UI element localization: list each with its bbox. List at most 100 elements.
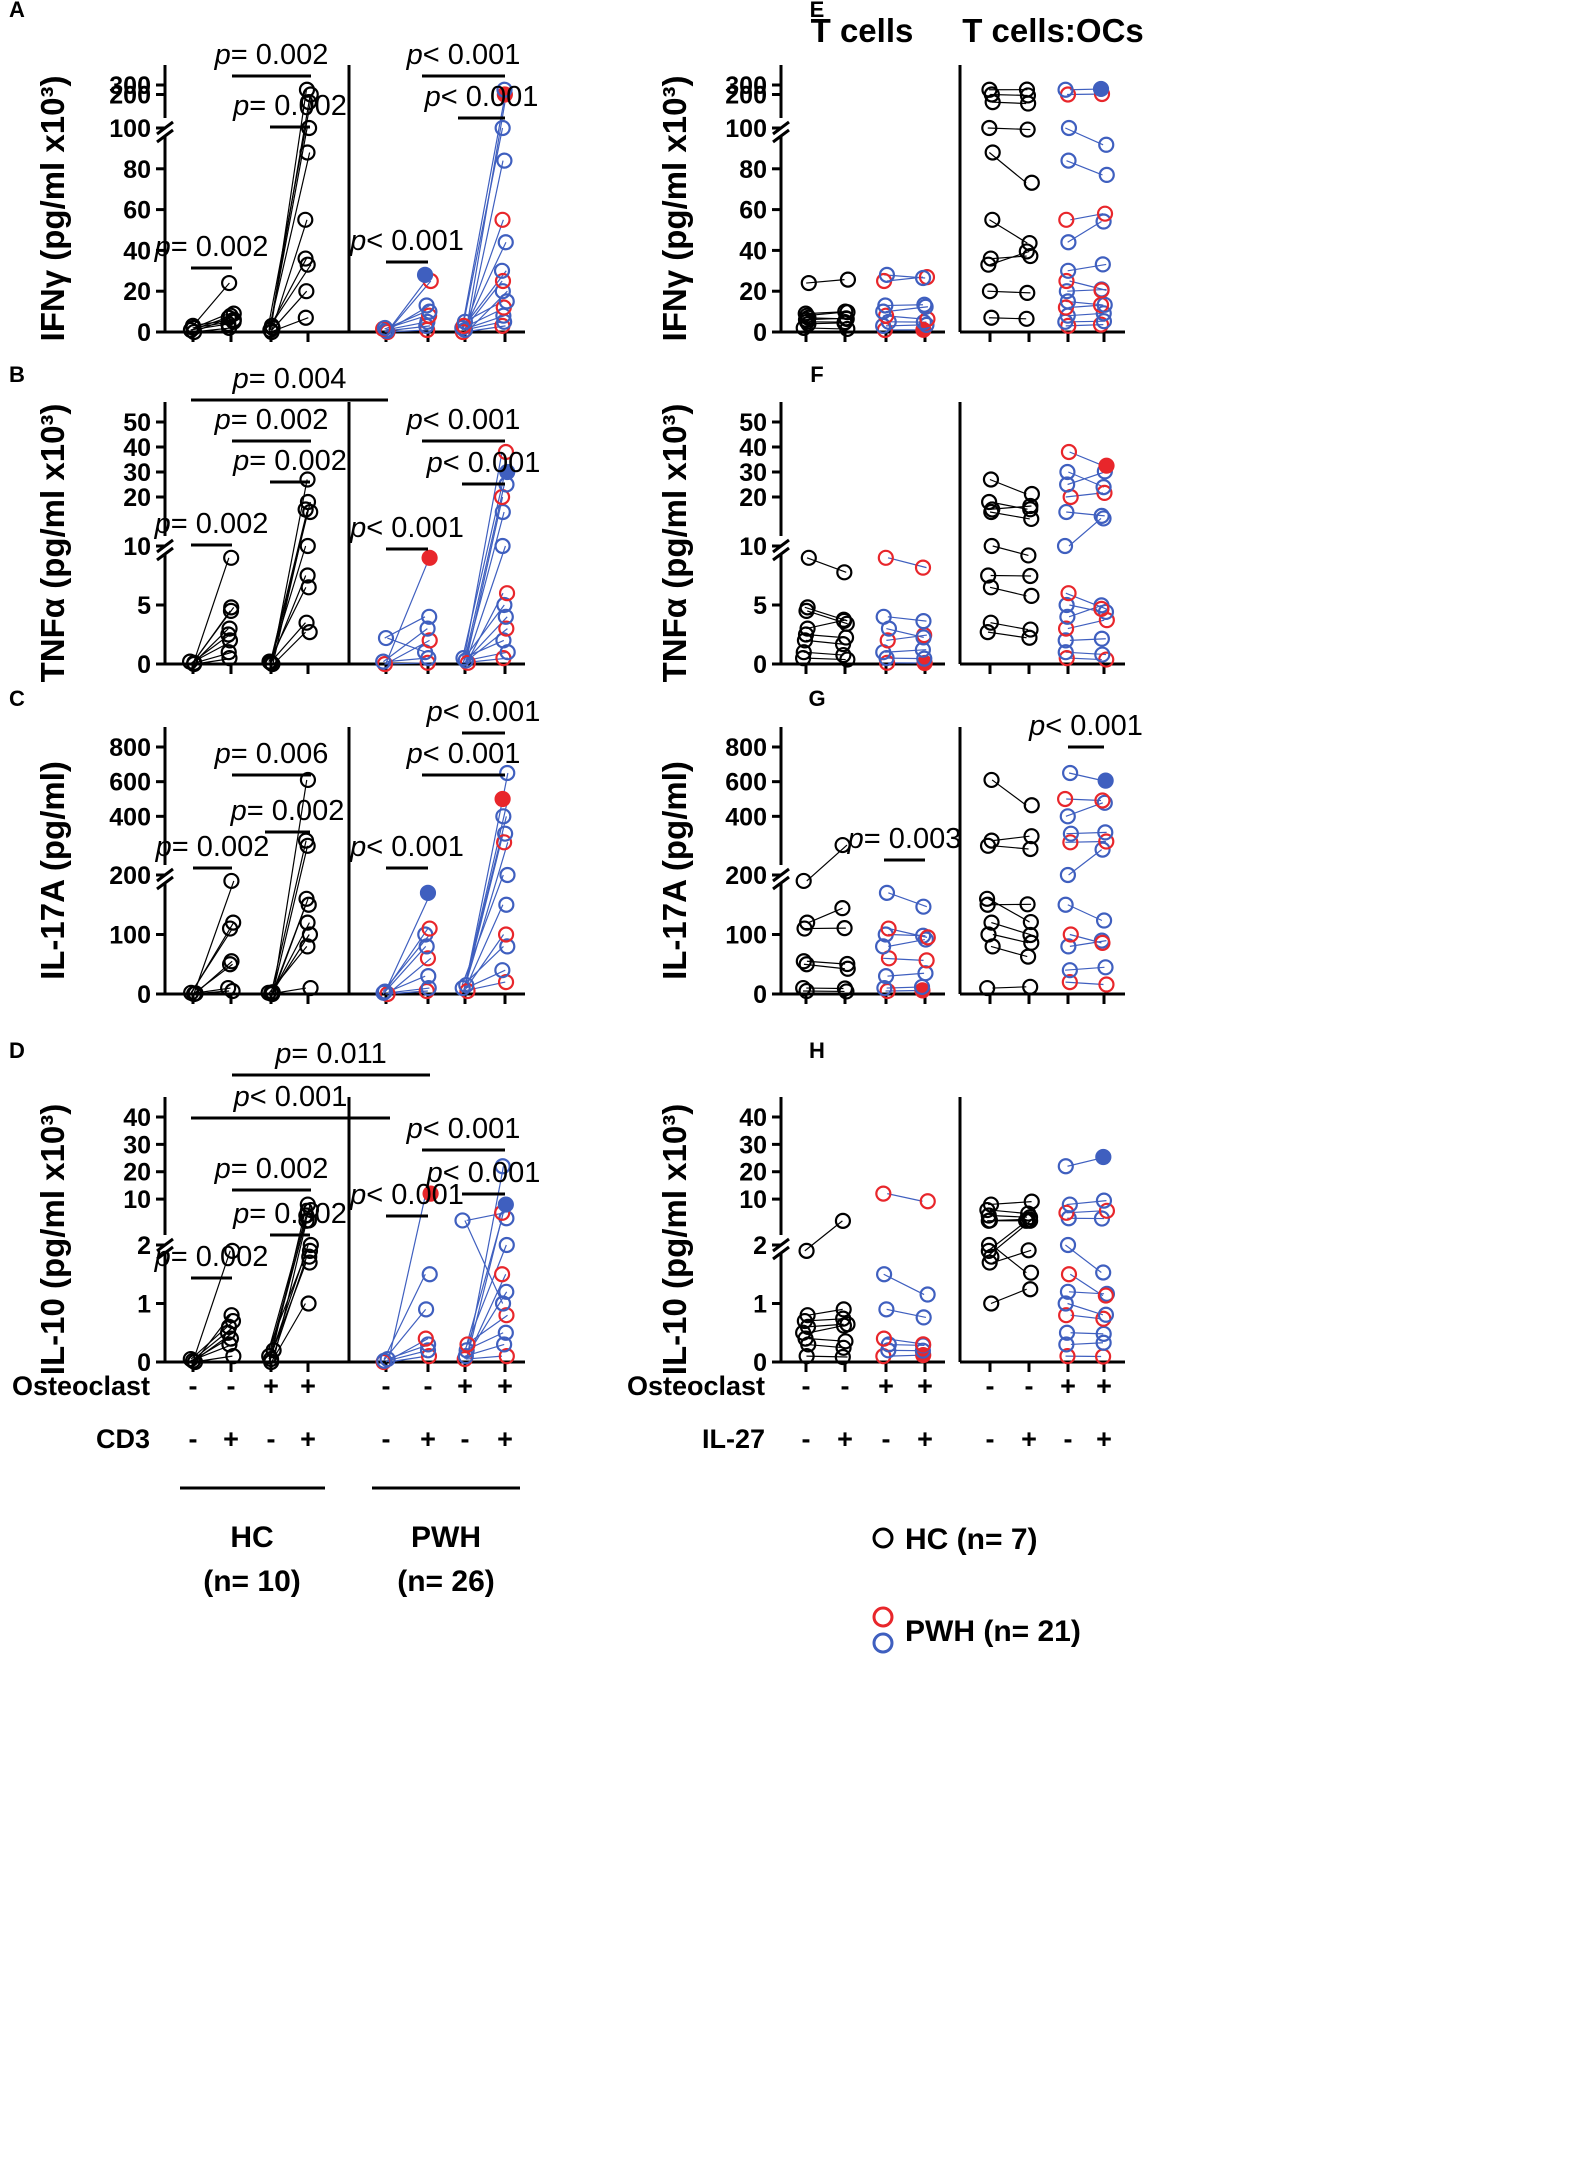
panel-d-pwh-a-pair-line [383, 1273, 426, 1360]
panel-h-letter: H [809, 1038, 825, 1063]
panel-c-pwh-a-point [421, 920, 438, 937]
row-label-osteoclast-right: Osteoclast [627, 1371, 765, 1401]
panel-h-pwh-oc-point [1097, 1287, 1114, 1304]
panel-e-pwh-oc-point [1060, 262, 1077, 279]
panel-b-pwh-a-pair-line [387, 657, 427, 663]
panel-b-hc-low-pvalue: p= 0.002 [154, 508, 269, 540]
panel-d-hc-mid-pvalue: p= 0.002 [232, 1198, 347, 1230]
panel-h-pwh-t-point [914, 1342, 931, 1359]
panel-a-pwh-b-point [498, 293, 515, 310]
panel-d-tick-label: 20 [123, 1159, 151, 1187]
legend-hc-marker [872, 1527, 894, 1549]
panel-a-pwh-b-point [497, 234, 514, 251]
panel-f-pwh-t-pair-line [885, 649, 927, 653]
panel-a-tick-label: 20 [123, 278, 151, 306]
panel-g-hc-oc-point [980, 926, 997, 943]
panel-e-ylabel: IFNγ (pg/ml x10³) [656, 76, 693, 342]
panel-g-oc-pvalue: p< 0.001 [1028, 710, 1143, 742]
panel-g-hc-t-point [839, 955, 856, 973]
panel-d-hc-b-point [301, 1254, 318, 1271]
panel-e-hc-oc-point [981, 81, 998, 98]
panel-d-hc-a-point [223, 1307, 240, 1324]
panel-f-tick-label: 50 [739, 409, 767, 437]
panel-a-pwh-a-pair-line [388, 274, 431, 331]
panel-a-pwh-b-point [493, 262, 511, 279]
panel-e-pwh-oc-pair-line [1066, 160, 1103, 176]
panel-f-pwh-oc-point [1057, 644, 1074, 661]
panel-e-hc-oc-point [1023, 174, 1040, 191]
panel-f-pwh-t-point [877, 549, 894, 566]
panel-h-pwh-oc-point [1095, 1192, 1113, 1209]
panel-b-pwh-b-pair-line [465, 496, 504, 663]
panel-g-pwh-t-point [877, 968, 895, 985]
panel-h-hc-t-point [835, 1339, 852, 1356]
panel-g-hc-t-point [795, 979, 812, 997]
panel-e-hc-oc-point [1018, 310, 1035, 327]
panel-e-pwh-oc-point [1092, 316, 1110, 333]
panel-e-pwh-oc-point [1060, 317, 1077, 334]
panel-h-pwh-oc-point [1058, 1307, 1075, 1324]
panel-d-pwh-b-point [498, 1307, 515, 1324]
panel-d-hc-b-pair-line [271, 1303, 306, 1363]
panel-a-pwh-b-pair-line [461, 94, 506, 329]
panel-h-tick-label: 30 [739, 1131, 767, 1159]
panel-b-tick-label: 50 [123, 409, 151, 437]
row-label-il27: IL-27 [702, 1424, 765, 1454]
sign-osteoclast: - [382, 1371, 391, 1401]
panel-d-pwh-a-point [420, 1348, 438, 1365]
panel-c-tick-label: 600 [109, 769, 151, 797]
panel-d-tick-label: 40 [123, 1104, 151, 1132]
panel-c-hc-b-point [301, 926, 319, 943]
panel-g-hc-t-point [795, 953, 812, 970]
panel-f-tick-label: 20 [739, 484, 767, 512]
panel-a-pwh-b-point [496, 86, 513, 103]
panel-f-pwh-oc-point [1098, 651, 1115, 668]
panel-c-pwh-b-pair-line [463, 842, 509, 992]
panel-b-hc-a-point [220, 626, 237, 643]
panel-b-pwh-top-pvalue: p< 0.001 [406, 404, 521, 436]
sign-cd3: + [420, 1424, 436, 1454]
panel-b-pwh-a-point [421, 608, 438, 625]
panel-h-pwh-oc-point [1058, 1324, 1076, 1341]
panel-g-hc-oc-pair-line [992, 933, 1029, 944]
panel-a-pwh-a-point [416, 266, 434, 283]
legend-pwh-label: PWH (n= 21) [905, 1615, 1081, 1648]
panel-b-pwh-a-point [419, 620, 436, 637]
sign-osteoclast-right: - [986, 1371, 995, 1401]
sign-cd3: + [497, 1424, 513, 1454]
panel-e-pwh-oc-point [1059, 293, 1076, 310]
panel-d-hc-b-point [301, 1242, 319, 1259]
panel-b-tick-label: 10 [123, 533, 151, 561]
panel-h-pwh-t-point [919, 1193, 936, 1210]
panel-d-tick-label: 1 [137, 1291, 151, 1319]
panel-b-hc-b-point [298, 614, 315, 631]
panel-a-pwh-top-pvalue: p< 0.001 [406, 39, 521, 71]
panel-e-pwh-oc-pair-line [1069, 280, 1107, 291]
panel-g-pwh-t-point [878, 884, 896, 901]
panel-b-pwh-a-pair-line [385, 557, 430, 665]
panel-b-hc-b-point [261, 653, 278, 670]
panel-b-hc-top-pvalue: p= 0.002 [214, 404, 329, 436]
panel-c-pwh-a-point [420, 968, 437, 985]
panel-f-hc-oc-point [983, 537, 1000, 555]
panel-h-hc-t-point [834, 1348, 851, 1366]
sign-osteoclast: + [300, 1371, 316, 1401]
panel-a-pwh-b-point [494, 119, 511, 137]
panel-e-pwh-oc-point [1060, 119, 1078, 137]
panel-e-pwh-oc-point [1060, 234, 1077, 251]
panel-a-hc-a-point [184, 317, 202, 334]
panel-h-hc-oc-point [983, 1295, 1000, 1312]
panel-c-hc-b-point [298, 890, 315, 907]
panel-c-tick-label: 800 [109, 734, 151, 762]
panel-g-pwh-oc-point [1097, 824, 1114, 841]
panel-b-pwh-a-point [421, 549, 438, 566]
panel-a-pwh-b-pair-line [461, 127, 504, 331]
panel-e-pwh-oc-point [1098, 136, 1115, 153]
panel-f-pwh-oc-point [1058, 596, 1075, 614]
panel-d-hc-b-pair-line [273, 1220, 308, 1360]
panel-g-pwh-oc-pair-line [1065, 981, 1104, 986]
panel-h-hc-t-pair-line [806, 1343, 846, 1349]
panel-d-hc-b-pair-line [268, 1204, 311, 1360]
panel-e-tick-label: 100 [725, 115, 767, 143]
